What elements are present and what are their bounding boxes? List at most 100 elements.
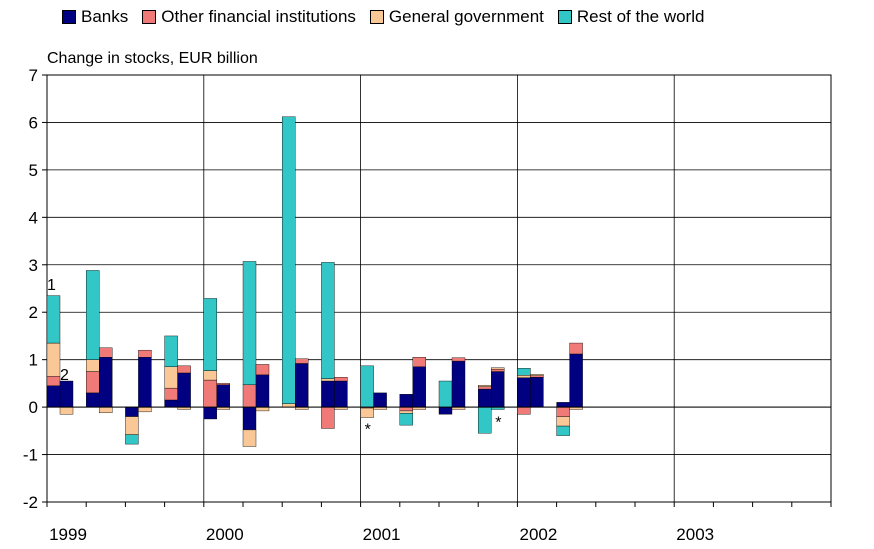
bar-segment — [412, 366, 426, 408]
bar-segment — [59, 380, 74, 408]
bar-segment — [321, 380, 335, 408]
y-tick-label: 6 — [29, 113, 38, 132]
bar-segment — [138, 357, 152, 408]
bar-segment — [98, 406, 113, 414]
bar-segment — [85, 392, 100, 408]
bar-segment — [556, 402, 570, 408]
bar-segment — [164, 399, 178, 408]
bar-segment — [321, 262, 335, 379]
bar-segment — [373, 392, 387, 408]
bar-segment — [451, 360, 466, 408]
bar-segment — [216, 383, 231, 386]
bar-segment — [478, 385, 492, 387]
bar-segment — [177, 372, 191, 408]
annotation-label: 1 — [47, 277, 56, 294]
bar-segment — [530, 375, 544, 378]
bar-segment — [46, 385, 61, 408]
bar-segment — [530, 374, 544, 376]
x-tick-label: 1999 — [49, 525, 87, 544]
bar-segment — [98, 347, 113, 358]
bar-segment — [138, 349, 152, 358]
legend-swatch-row — [557, 10, 572, 24]
bar-segment — [98, 357, 113, 408]
bar-segment — [203, 298, 218, 371]
bar-segment — [517, 377, 531, 408]
legend: Banks Other financial institutions Gener… — [62, 7, 704, 27]
bar-segment — [242, 406, 257, 431]
legend-item-gov: General government — [369, 7, 544, 27]
annotation-label: * — [365, 421, 371, 438]
bar-segment — [255, 406, 270, 412]
bar-segment — [203, 370, 218, 381]
bar-segment — [412, 357, 426, 367]
legend-swatch-banks — [62, 10, 76, 24]
y-tick-label: 1 — [29, 351, 38, 370]
bar-segment — [491, 368, 505, 372]
bar-segment — [255, 374, 270, 408]
bar-segment — [138, 406, 152, 413]
x-tick-label: 2002 — [519, 525, 557, 544]
legend-label-ofi: Other financial institutions — [161, 7, 356, 26]
bar-segment — [399, 394, 413, 408]
bar-segment — [399, 413, 413, 426]
bar-segment — [295, 358, 309, 364]
bar-segment — [491, 371, 505, 408]
bar-segment — [569, 353, 583, 408]
bar-segment — [125, 406, 139, 417]
bar-segment — [517, 368, 531, 376]
bar-segment — [295, 363, 309, 408]
bar-segment — [556, 416, 570, 427]
bar-segment — [556, 425, 570, 436]
bar-segment — [360, 407, 374, 418]
bar-segment — [46, 295, 61, 344]
bar-segment — [46, 376, 61, 386]
bar-segment — [282, 116, 296, 404]
y-tick-label: -2 — [23, 493, 38, 512]
bar-segment — [164, 366, 178, 389]
x-tick-label: 2000 — [206, 525, 244, 544]
bar-segment — [46, 342, 61, 377]
bar-segment — [569, 342, 583, 355]
bar-segment — [438, 380, 453, 408]
bar-segment — [242, 384, 257, 408]
bar-segment — [216, 384, 231, 408]
bar-segment — [177, 365, 191, 374]
legend-label-gov: General government — [388, 7, 544, 26]
legend-item-row: Rest of the world — [557, 7, 705, 27]
bar-segment — [478, 386, 492, 390]
bar-segment — [360, 365, 374, 408]
legend-item-ofi: Other financial institutions — [142, 7, 356, 27]
bar-segment — [321, 406, 335, 429]
y-tick-label: 7 — [29, 66, 38, 85]
bar-segment — [85, 270, 100, 360]
x-tick-label: 2003 — [676, 525, 714, 544]
bar-segment — [334, 377, 348, 382]
bar-segment — [478, 406, 492, 434]
y-tick-label: 3 — [29, 256, 38, 275]
y-tick-label: 4 — [29, 208, 38, 227]
bar-segment — [164, 335, 178, 367]
bar-segment — [59, 406, 74, 415]
y-tick-label: 0 — [29, 398, 38, 417]
legend-item-banks: Banks — [62, 7, 128, 27]
annotation-label: 2 — [60, 367, 69, 384]
bar-segment — [438, 406, 453, 415]
bar-segment — [399, 406, 413, 412]
y-tick-label: 5 — [29, 161, 38, 180]
bar-segment — [451, 357, 466, 362]
legend-swatch-ofi — [142, 10, 157, 24]
x-tick-label: 2001 — [363, 525, 401, 544]
bar-segment — [242, 429, 257, 447]
bar-segment — [517, 406, 531, 415]
bar-segment — [203, 406, 218, 420]
bar-segment — [242, 261, 257, 386]
bar-segment — [478, 388, 492, 408]
bar-segment — [334, 380, 348, 408]
bar-segment — [517, 375, 531, 378]
bar-segment — [85, 359, 100, 372]
legend-label-row: Rest of the world — [576, 7, 705, 26]
legend-swatch-gov — [369, 10, 384, 24]
bar-segment — [85, 371, 100, 394]
bar-segment — [399, 410, 413, 414]
